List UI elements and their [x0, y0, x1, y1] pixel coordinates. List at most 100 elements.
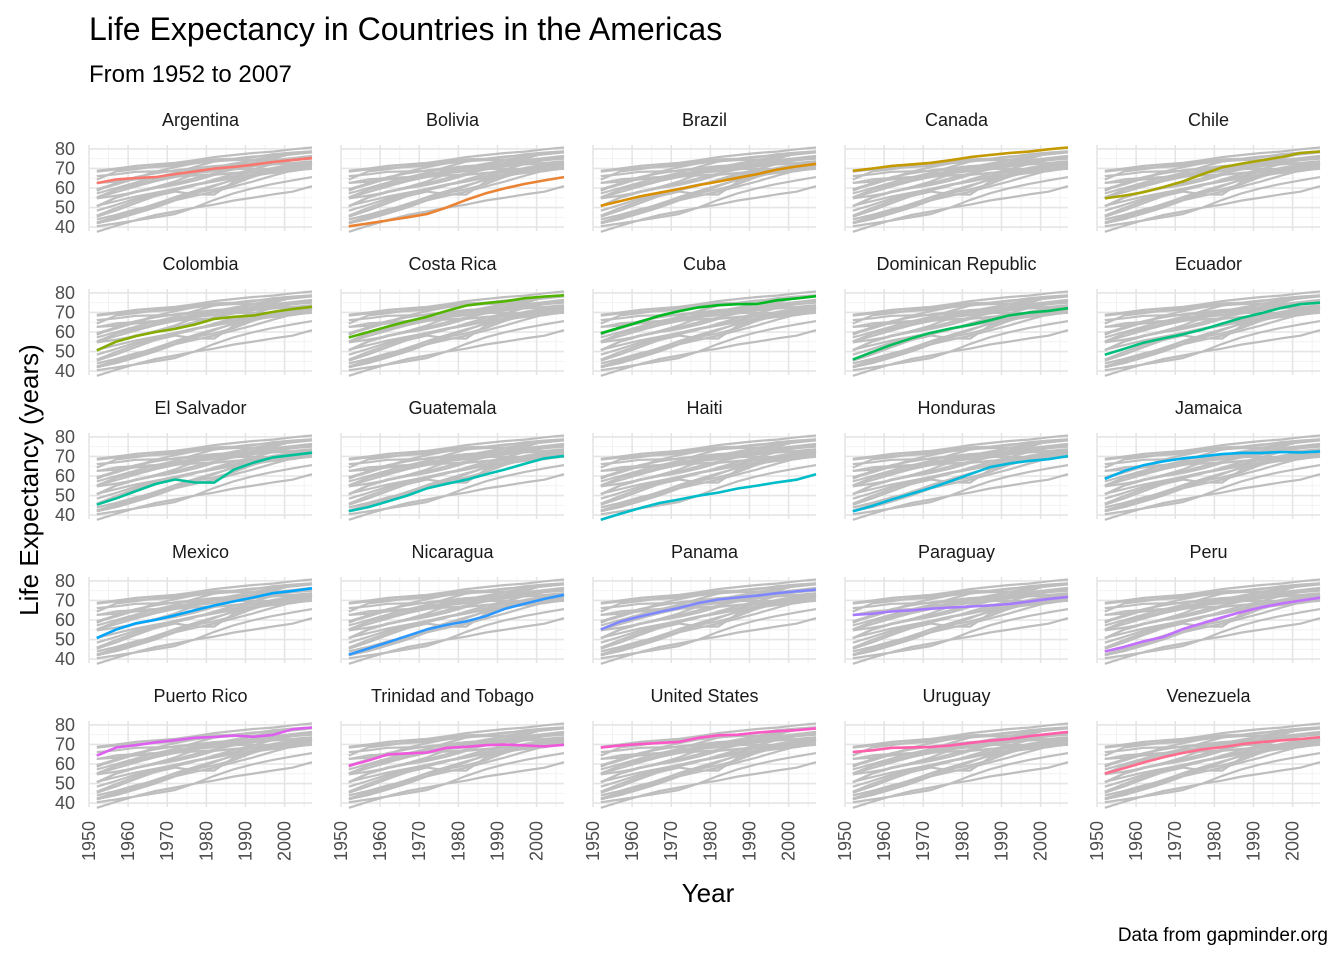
highlight-series-line: [96, 451, 313, 506]
background-series-line: [1104, 740, 1321, 797]
background-series-line: [852, 434, 1069, 460]
facet-panel: Canada: [844, 110, 1069, 233]
background-series-line: [96, 295, 313, 317]
background-series-line: [600, 290, 817, 316]
background-series-line: [348, 761, 565, 809]
x-tick-label: 1960: [1126, 821, 1146, 861]
background-series-line: [852, 185, 1069, 233]
background-series-line: [1104, 599, 1321, 657]
x-tick-label: 1970: [661, 821, 681, 861]
background-series-line: [600, 304, 817, 343]
background-series-line: [852, 743, 1069, 801]
highlight-series-line: [600, 294, 817, 335]
background-series-line: [348, 592, 565, 631]
facet-strip-label: Guatemala: [408, 398, 497, 418]
background-series-line: [1104, 454, 1321, 513]
y-tick-label: 70: [55, 158, 75, 178]
background-series-line: [96, 290, 313, 316]
highlight-series-line: [348, 454, 565, 513]
highlight-series-line: [852, 595, 1069, 617]
background-series-line: [348, 164, 565, 221]
background-series-line: [852, 454, 1069, 513]
background-series-line: [96, 154, 313, 178]
background-series-line: [600, 761, 817, 809]
facet-panel: Bolivia: [340, 110, 565, 233]
background-series-line: [96, 578, 313, 604]
highlight-series-line: [96, 156, 313, 185]
background-series-line: [96, 310, 313, 369]
highlight-series-line: [348, 294, 565, 339]
x-tick-label: 2000: [1031, 821, 1051, 861]
background-series-line: [1104, 160, 1321, 199]
y-tick-label: 60: [55, 466, 75, 486]
highlight-series-line: [96, 305, 313, 352]
background-series-line: [600, 308, 817, 365]
background-series-line: [852, 329, 1069, 377]
background-series-line: [852, 304, 1069, 343]
background-series-line: [852, 439, 1069, 461]
highlight-series-line: [1104, 150, 1321, 200]
background-series-line: [600, 598, 817, 657]
background-series-line: [1104, 761, 1321, 809]
y-tick-label: 70: [55, 302, 75, 322]
x-tick-label: 2000: [275, 821, 295, 861]
background-series-line: [600, 740, 817, 797]
background-series-line: [600, 185, 817, 233]
background-series-line: [600, 154, 817, 178]
highlight-series-line: [1104, 450, 1321, 481]
background-series-line: [600, 743, 817, 801]
highlight-series-line: [852, 454, 1069, 513]
background-series-line: [1104, 151, 1321, 173]
background-series-line: [852, 722, 1069, 748]
facet-strip-label: Bolivia: [426, 110, 480, 130]
x-tick-label: 1960: [118, 821, 138, 861]
x-tick-label: 1980: [700, 821, 720, 861]
background-series-line: [96, 442, 313, 466]
facet-strip-label: Honduras: [917, 398, 995, 418]
background-series-line: [600, 310, 817, 369]
highlight-series-line: [852, 306, 1069, 361]
background-series-line: [852, 452, 1069, 509]
x-tick-label: 1960: [370, 821, 390, 861]
background-series-line: [600, 311, 817, 369]
facet-strip-label: Ecuador: [1175, 254, 1242, 274]
background-series-line: [96, 164, 313, 221]
x-axis-label: Year: [682, 878, 735, 908]
facet-strip-label: Canada: [925, 110, 989, 130]
background-series-line: [96, 167, 313, 225]
x-tick-label: 1950: [835, 821, 855, 861]
background-series-line: [600, 454, 817, 513]
facet-strip-label: United States: [650, 686, 758, 706]
background-series-line: [96, 304, 313, 343]
x-tick-label: 1970: [1165, 821, 1185, 861]
background-series-line: [348, 298, 565, 322]
background-series-line: [96, 743, 313, 801]
x-tick-label: 1950: [1087, 821, 1107, 861]
background-series-line: [348, 151, 565, 173]
background-series-line: [600, 146, 817, 172]
x-tick-label: 1960: [622, 821, 642, 861]
facet-strip-label: Paraguay: [918, 542, 995, 562]
background-series-line: [348, 743, 565, 801]
background-series-line: [852, 164, 1069, 221]
background-series-line: [852, 598, 1069, 657]
highlight-series-line: [96, 587, 313, 640]
background-series-line: [1104, 742, 1321, 801]
background-series-line: [348, 742, 565, 801]
background-series-line: [96, 761, 313, 809]
facet-panel: United States 1950 1960 1970 1980 1990 2000: [583, 686, 817, 861]
facet-panel: Guatemala: [340, 398, 565, 521]
x-tick-label: 1990: [488, 821, 508, 861]
background-series-line: [96, 434, 313, 460]
highlight-series-line: [1104, 596, 1321, 653]
background-series-line: [1104, 329, 1321, 377]
facet-strip-label: Brazil: [682, 110, 727, 130]
highlight-series-line: [600, 162, 817, 208]
background-series-line: [348, 586, 565, 610]
background-series-line: [1104, 730, 1321, 754]
background-series-line: [96, 160, 313, 199]
background-series-line: [348, 448, 565, 487]
background-series-line: [852, 310, 1069, 369]
background-series-line: [96, 439, 313, 461]
